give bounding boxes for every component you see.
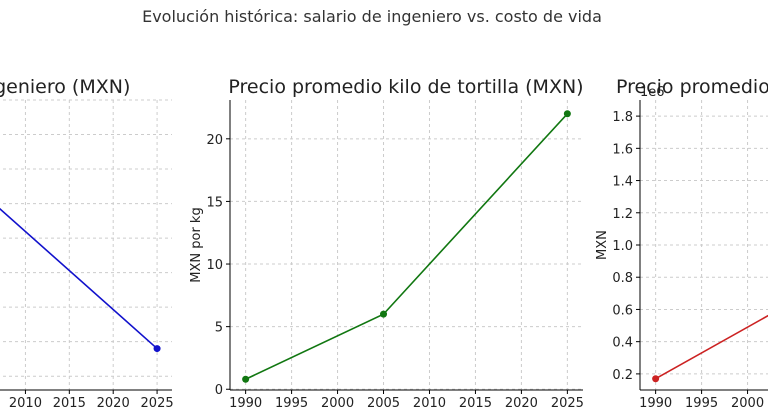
x-tick-label: 2020 <box>505 396 538 411</box>
subplot-2: 1990 1995 2000 2005 2010 2015 2020 2025 0 5 10 15 20… <box>189 76 584 411</box>
x-tick-label: 1990 <box>639 396 672 411</box>
data-point <box>153 345 161 353</box>
series-line <box>655 314 768 380</box>
subplot-title: Precio promedio vivienda (MXN) <box>616 76 768 98</box>
x-tick-label: 2010 <box>9 396 42 411</box>
data-point <box>242 375 250 383</box>
y-tick-label: 0.4 <box>612 336 633 351</box>
subplot-title: Salario de ingeniero (MXN) <box>0 76 130 98</box>
series-line <box>0 207 158 350</box>
x-tick-label: 2005 <box>367 396 400 411</box>
x-tick-label: 2020 <box>97 396 130 411</box>
y-tick-label: 1.6 <box>612 142 633 157</box>
x-tick-label: 2010 <box>413 396 446 411</box>
subplot-3: 199019952000200520102015202020250.20.40.… <box>595 76 768 411</box>
x-tick-label: 2000 <box>321 396 354 411</box>
subplot-title: Precio promedio kilo de tortilla (MXN) <box>228 76 583 98</box>
x-tick-label: 2025 <box>141 396 174 411</box>
y-tick-label: 0.8 <box>612 271 633 286</box>
x-tick-label: 2015 <box>53 396 86 411</box>
y-tick-label: 20 <box>206 133 223 148</box>
figure-suptitle: Evolución histórica: salario de ingenier… <box>142 7 602 26</box>
y-tick-label: 5 <box>215 321 223 336</box>
y-axis-label: MXN <box>595 230 610 260</box>
y-tick-label: 1.2 <box>612 207 633 222</box>
y-tick-label: 1.0 <box>612 239 633 254</box>
y-tick-label: 0 <box>215 383 223 398</box>
y-tick-label: 15 <box>206 195 223 210</box>
x-tick-label: 2000 <box>731 396 764 411</box>
y-tick-label: 0.2 <box>612 368 633 383</box>
data-point <box>652 375 660 383</box>
x-tick-label: 2025 <box>551 396 584 411</box>
x-tick-label: 1995 <box>685 396 718 411</box>
series-line <box>245 113 568 380</box>
data-point <box>563 110 571 118</box>
data-point <box>380 310 388 318</box>
x-tick-label: 1990 <box>229 396 262 411</box>
y-tick-label: 0.6 <box>612 303 633 318</box>
x-tick-label: 1995 <box>275 396 308 411</box>
x-tick-label: 2015 <box>459 396 492 411</box>
y-tick-label: 1.4 <box>612 175 633 190</box>
y-tick-label: 1.8 <box>612 110 633 125</box>
y-axis-label: MXN por kg <box>189 207 204 282</box>
y-tick-label: 10 <box>206 258 223 273</box>
y-offset-label: 1e6 <box>640 85 665 100</box>
subplot-1: 19901995200020052010201520202025Salario … <box>0 76 174 411</box>
